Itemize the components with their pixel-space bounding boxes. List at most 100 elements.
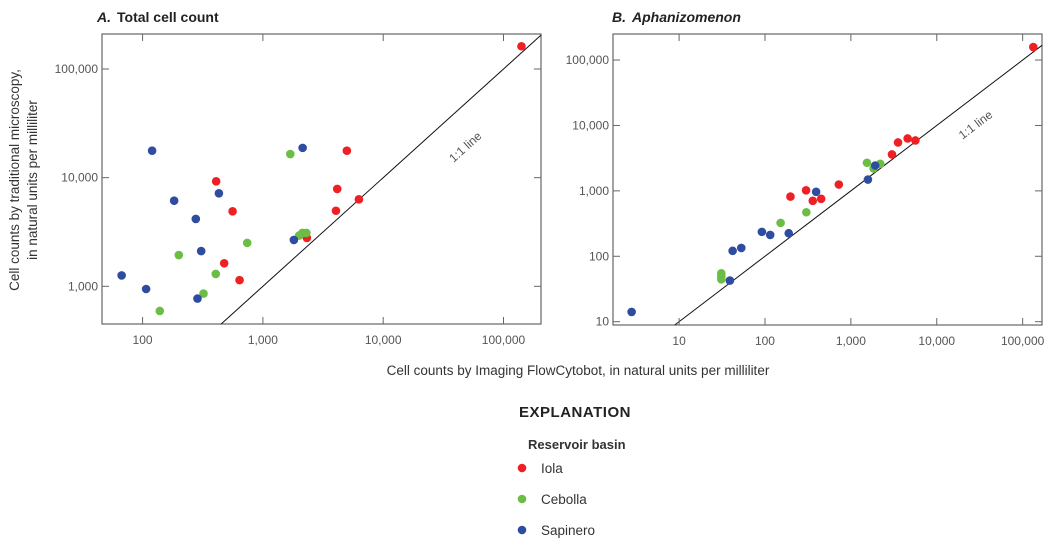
y-tick-label: 10,000 xyxy=(61,171,98,185)
legend-marker xyxy=(517,463,527,473)
one-to-one-line xyxy=(220,34,542,325)
data-point-cebolla xyxy=(285,149,295,159)
legend-heading: EXPLANATION xyxy=(519,404,631,421)
x-tick-label: 10,000 xyxy=(918,334,955,348)
data-point-cebolla xyxy=(174,250,184,260)
panel-letter: A. xyxy=(96,9,111,25)
y-tick-label: 1,000 xyxy=(579,184,609,198)
x-tick-label: 100 xyxy=(133,333,153,347)
data-point-sapinero xyxy=(141,284,151,294)
data-point-iola xyxy=(331,206,341,216)
y-tick-label: 10,000 xyxy=(572,118,609,132)
series-iola xyxy=(786,42,1038,206)
data-point-cebolla xyxy=(199,289,208,298)
data-point-iola xyxy=(342,146,352,156)
data-point-sapinero xyxy=(193,294,202,303)
data-point-cebolla xyxy=(242,238,252,248)
x-tick-label: 100,000 xyxy=(1001,334,1045,348)
data-point-sapinero xyxy=(117,271,126,280)
data-point-sapinero xyxy=(298,143,307,153)
data-point-iola xyxy=(332,184,342,194)
series-cebolla xyxy=(716,158,885,284)
data-point-cebolla xyxy=(776,218,785,228)
x-axis-label: Cell counts by Imaging FlowCytobot, in n… xyxy=(387,363,770,378)
legend-subheading: Reservoir basin xyxy=(528,437,626,452)
data-point-sapinero xyxy=(728,246,737,256)
data-point-sapinero xyxy=(191,214,201,224)
panel-title: B. Aphanizomenon xyxy=(612,9,741,25)
data-point-sapinero xyxy=(147,146,157,156)
data-point-iola xyxy=(801,185,811,195)
plot-frame xyxy=(101,33,542,325)
y-axis-label-line1: Cell counts by traditional microscopy, xyxy=(7,69,22,291)
panel-a: A. Total cell count 1:1 line 100 1,000 10,000… xyxy=(55,9,542,347)
data-point-iola xyxy=(354,195,364,204)
series-iola xyxy=(211,41,526,285)
x-tick-label: 10 xyxy=(672,334,686,348)
y-tick-label: 1,000 xyxy=(68,279,98,293)
legend-marker xyxy=(517,525,527,535)
data-point-iola xyxy=(834,180,844,189)
data-point-sapinero xyxy=(169,196,179,205)
legend-label: Iola xyxy=(541,461,563,476)
series-sapinero xyxy=(627,161,880,317)
x-tick-label: 1,000 xyxy=(248,333,278,347)
legend: EXPLANATION Reservoir basin Iola Cebolla Sap… xyxy=(517,404,631,538)
data-point-sapinero xyxy=(765,230,775,240)
data-point-sapinero xyxy=(757,227,767,237)
series-sapinero xyxy=(117,143,307,303)
data-point-cebolla xyxy=(155,306,165,316)
data-point-iola xyxy=(808,196,818,206)
data-point-sapinero xyxy=(784,228,794,238)
data-point-sapinero xyxy=(737,243,746,253)
data-point-iola xyxy=(786,192,795,201)
data-point-iola xyxy=(211,177,221,186)
plot-frame xyxy=(612,33,1043,326)
data-point-sapinero xyxy=(196,246,206,256)
y-tick-label: 10 xyxy=(596,315,610,329)
data-point-cebolla xyxy=(802,207,811,217)
data-point-iola xyxy=(235,275,244,285)
data-point-sapinero xyxy=(214,188,224,198)
data-point-iola xyxy=(887,150,897,159)
panel-letter: B. xyxy=(612,9,626,25)
one-to-one-line-label: 1:1 line xyxy=(446,129,484,166)
legend-item-sapinero: Sapinero xyxy=(517,523,595,538)
data-point-cebolla xyxy=(716,274,726,284)
panel-title-text: Total cell count xyxy=(117,9,219,25)
data-point-iola xyxy=(816,194,826,204)
data-point-sapinero xyxy=(725,276,735,285)
data-point-cebolla xyxy=(862,158,872,168)
data-point-sapinero xyxy=(863,175,873,184)
one-to-one-line-label: 1:1 line xyxy=(956,107,996,142)
data-point-iola xyxy=(911,136,920,145)
data-point-iola xyxy=(893,138,903,147)
data-point-sapinero xyxy=(289,235,299,245)
data-point-sapinero xyxy=(811,187,821,197)
data-point-iola xyxy=(219,258,229,268)
legend-label: Sapinero xyxy=(541,523,595,538)
y-tick-label: 100,000 xyxy=(55,62,99,76)
panel-b: B. Aphanizomenon 1:1 line 10 100 1,000 10,000 1… xyxy=(566,9,1045,348)
series-cebolla xyxy=(155,149,311,316)
data-point-iola xyxy=(517,41,526,51)
x-tick-label: 100,000 xyxy=(482,333,526,347)
legend-item-iola: Iola xyxy=(517,461,563,476)
panel-title-text: Aphanizomenon xyxy=(631,9,741,25)
legend-marker xyxy=(517,494,527,504)
data-point-iola xyxy=(903,134,912,143)
data-point-iola xyxy=(1028,42,1038,52)
data-point-sapinero xyxy=(627,307,636,317)
data-point-iola xyxy=(228,207,237,216)
legend-item-cebolla: Cebolla xyxy=(517,492,587,507)
legend-label: Cebolla xyxy=(541,492,587,507)
panel-title: A. Total cell count xyxy=(96,9,219,25)
one-to-one-line xyxy=(674,44,1043,326)
data-point-cebolla xyxy=(302,228,311,238)
x-tick-label: 10,000 xyxy=(365,333,402,347)
data-point-sapinero xyxy=(870,161,880,170)
y-tick-label: 100 xyxy=(589,249,609,263)
x-tick-label: 100 xyxy=(755,334,775,348)
y-tick-label: 100,000 xyxy=(566,53,610,67)
